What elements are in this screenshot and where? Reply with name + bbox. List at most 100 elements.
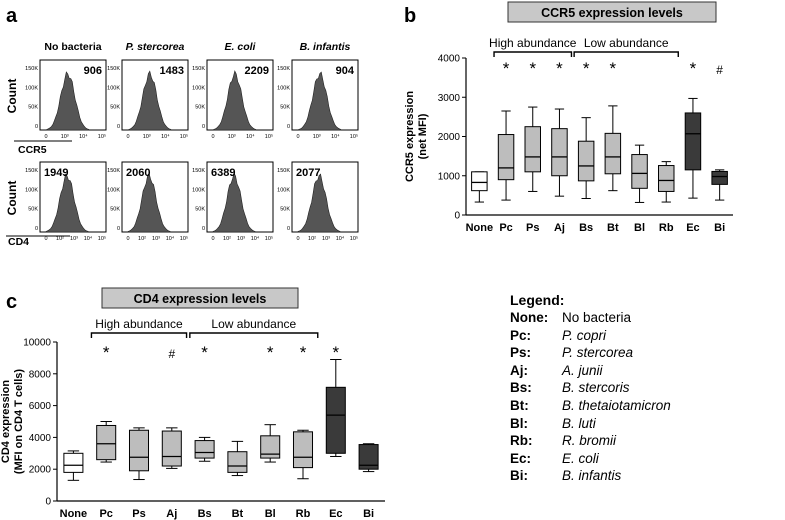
x-tick-label: Bi — [714, 222, 725, 234]
histogram-x-tick: 10⁴ — [161, 133, 170, 140]
box-aj — [551, 128, 568, 177]
legend-key: Bs: — [510, 380, 532, 396]
histogram-y-tick: 150K — [107, 168, 120, 174]
x-tick-label: Pc — [499, 222, 512, 234]
histogram-x-tick: 10⁵ — [350, 235, 358, 242]
histogram-peak — [298, 71, 342, 131]
box-bi — [711, 170, 728, 185]
histogram-mfi-value: 2060 — [126, 167, 150, 179]
x-tick-label: Aj — [166, 508, 177, 520]
legend-title: Legend: — [510, 292, 565, 308]
histogram-x-tick: 10⁴ — [246, 133, 255, 140]
histogram-mfi-value: 2077 — [296, 167, 320, 179]
histogram-mfi-value: 1483 — [160, 65, 184, 77]
y-tick-label: 6000 — [29, 401, 52, 412]
legend-value: B. luti — [562, 415, 596, 431]
histogram-y-tick: 150K — [25, 168, 38, 174]
histogram-mfi-value: 6389 — [211, 167, 235, 179]
x-tick-label: Bi — [363, 508, 374, 520]
x-tick-label: Ps — [526, 222, 539, 234]
histogram-y-tick: 100K — [192, 187, 205, 193]
x-tick-label: Rb — [659, 222, 674, 234]
histogram-x-tick: 0 — [296, 236, 299, 242]
histogram-x-tick: 10⁴ — [251, 235, 260, 242]
histogram-y-tick: 0 — [35, 124, 38, 130]
significance-marker: * — [503, 59, 510, 78]
x-tick-label: Bl — [634, 222, 645, 234]
y-tick-label: 0 — [45, 497, 51, 508]
histogram-mfi-value: 904 — [336, 65, 355, 77]
panel-label-b: b — [404, 5, 416, 27]
histogram-panel: No bacteria P. stercorea E. coli B. infanti… — [5, 41, 359, 248]
histogram-x-tick: 10² — [56, 236, 64, 242]
y-tick-label: 4000 — [438, 54, 461, 65]
y-tick-label: 8000 — [29, 369, 52, 380]
significance-marker: * — [583, 59, 590, 78]
histogram-x-tick: 10³ — [313, 134, 321, 140]
group-bracket — [189, 332, 319, 338]
panel-label-a: a — [6, 5, 18, 27]
legend-item: Ps: P. stercorea — [510, 344, 671, 362]
legend-key: Bt: — [510, 397, 529, 413]
box-bt — [227, 451, 248, 473]
histogram-y-tick: 0 — [287, 124, 290, 130]
legend-value: No bacteria — [562, 310, 632, 325]
x-tick-label: Bl — [265, 508, 276, 520]
histogram-y-tick: 0 — [117, 124, 120, 130]
significance-marker: * — [267, 343, 274, 362]
histogram-y-tick: 0 — [202, 124, 205, 130]
x-tick-label: None — [466, 222, 494, 234]
histogram-peak — [45, 173, 89, 233]
legend-item: Ec: E. coli — [510, 450, 671, 468]
legend-value: E. coli — [562, 450, 599, 466]
box-pc — [96, 424, 117, 461]
y-tick-label: 3000 — [438, 93, 461, 104]
histogram-x-tick: 0 — [44, 134, 47, 140]
histogram-y-tick: 0 — [117, 226, 120, 232]
legend-key: Rb: — [510, 433, 533, 449]
box-aj — [161, 430, 182, 467]
histogram-y-tick: 150K — [277, 66, 290, 72]
histogram-peak — [128, 70, 172, 131]
histogram-y-tick: 150K — [192, 168, 205, 174]
histogram-x-tick: 0 — [126, 134, 129, 140]
box-bt — [604, 132, 622, 175]
group-bracket — [90, 332, 188, 338]
chart-title-box — [101, 287, 299, 309]
histogram-x-tick: 0 — [296, 134, 299, 140]
histogram-column-title: E. coli — [225, 41, 257, 53]
histogram-y-tick: 0 — [287, 226, 290, 232]
legend-item: Bs: B. stercoris — [510, 379, 671, 397]
histogram-x-tick: 10⁴ — [331, 133, 340, 140]
histogram-y-tick: 50K — [280, 207, 290, 213]
histogram-y-tick: 150K — [192, 66, 205, 72]
x-tick-label: Rb — [296, 508, 311, 520]
histogram-x-tick: 10⁵ — [180, 133, 188, 140]
histogram-x-tick: 10⁵ — [98, 235, 106, 242]
y-tick-label: 10000 — [23, 338, 51, 349]
significance-marker: # — [716, 63, 723, 77]
significance-marker: * — [300, 343, 307, 362]
significance-marker: * — [610, 59, 617, 78]
legend-value: B. infantis — [562, 468, 622, 484]
legend-item: Rb: R. bromii — [510, 432, 671, 450]
significance-marker: * — [201, 343, 208, 362]
histogram-peak — [212, 172, 256, 233]
histogram-column-title: B. infantis — [300, 41, 351, 53]
box-ps — [128, 429, 150, 472]
legend-item: Pc: P. copri — [510, 327, 671, 345]
y-tick-label: 0 — [454, 211, 460, 222]
y-tick-label: 2000 — [438, 132, 461, 143]
histogram-x-tick: 10⁴ — [79, 133, 88, 140]
legend-key: Pc: — [510, 327, 532, 343]
y-tick-label: 2000 — [29, 465, 52, 476]
legend-item: None: No bacteria — [510, 309, 671, 327]
histogram-x-tick: 10³ — [228, 134, 236, 140]
box-bi — [358, 444, 379, 470]
group-label: Low abundance — [584, 36, 669, 50]
x-tick-label: Ps — [132, 508, 145, 520]
histogram-x-tick: 10⁵ — [98, 133, 106, 140]
box-ec — [684, 112, 702, 171]
histogram-y-tick: 100K — [25, 187, 38, 193]
box-rb — [292, 431, 314, 469]
